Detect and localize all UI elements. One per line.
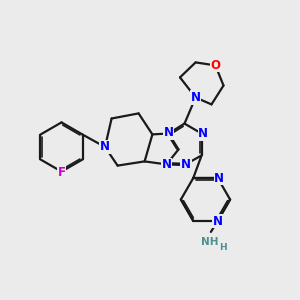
Text: N: N (161, 158, 172, 172)
Text: N: N (181, 158, 191, 172)
Text: N: N (190, 91, 201, 104)
Text: N: N (213, 215, 223, 228)
Text: N: N (164, 126, 174, 140)
Text: H: H (219, 243, 227, 252)
Text: N: N (198, 127, 208, 140)
Text: N: N (100, 140, 110, 154)
Text: O: O (210, 59, 220, 72)
Text: N: N (214, 172, 224, 185)
Text: F: F (58, 166, 65, 179)
Text: NH: NH (201, 237, 218, 248)
